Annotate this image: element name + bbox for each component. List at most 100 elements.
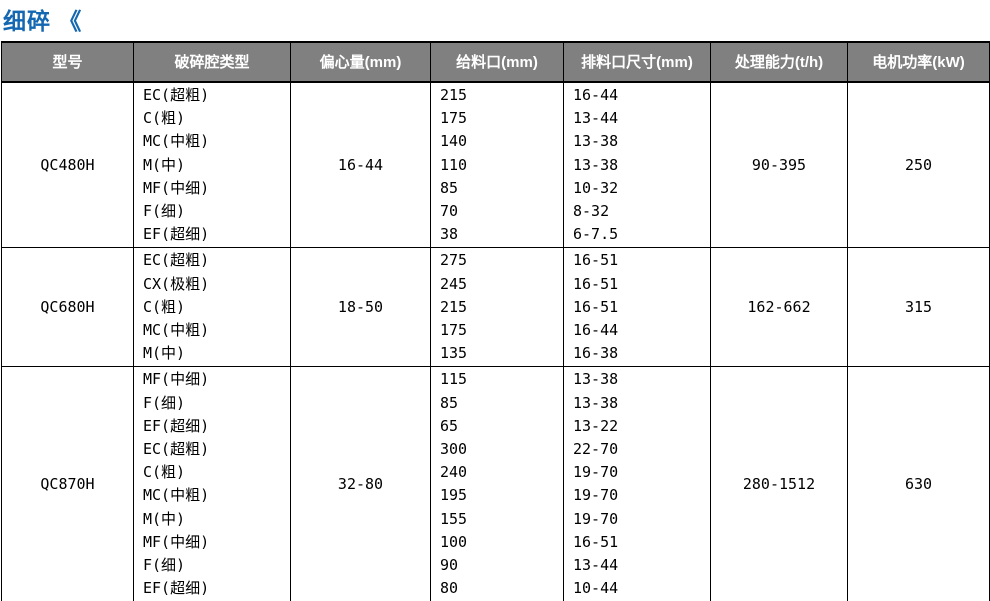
cell-line: C(粗) <box>143 109 186 128</box>
cell-line: MF(中细) <box>143 178 210 197</box>
discharge-size-cell: 16-44 13-44 13-38 13-38 10-32 8-32 6-7.5 <box>563 81 711 249</box>
cell-line: 175 <box>440 109 468 128</box>
cell-line: 16-51 <box>573 274 619 293</box>
motor-power-cell: 630 <box>847 366 990 601</box>
table-row: QC680H EC(超粗) CX(极粗) C(粗) MC(中粗) M(中) 18-50 … <box>1 247 990 368</box>
cell-line: 13-38 <box>573 155 619 174</box>
cell-line: 16-38 <box>573 344 619 363</box>
cell-line: EF(超细) <box>143 579 210 598</box>
cell-line: 13-38 <box>573 393 619 412</box>
cell-line: MC(中粗) <box>143 320 210 339</box>
table-row: QC870H MF(中细) F(细) EF(超细) EC(超粗) C(粗) MC(中粗) M… <box>1 366 990 601</box>
cell-line: 215 <box>440 85 468 104</box>
crusher-spec-table: 型号 破碎腔类型 偏心量(mm) 给料口(mm) 排料口尺寸(mm) 处理能力(… <box>1 40 990 601</box>
column-header-eccentricity: 偏心量(mm) <box>290 41 431 83</box>
discharge-size-cell: 16-51 16-51 16-51 16-44 16-38 <box>563 247 711 368</box>
cell-line: 100 <box>440 532 468 551</box>
capacity-cell: 90-395 <box>710 81 848 249</box>
capacity-cell: 280-1512 <box>710 366 848 601</box>
cell-line: MC(中粗) <box>143 132 210 151</box>
cell-line: 16-44 <box>573 320 619 339</box>
cell-line: 19-70 <box>573 463 619 482</box>
page-title: 细碎 《 <box>3 8 83 34</box>
chamber-types-cell: MF(中细) F(细) EF(超细) EC(超粗) C(粗) MC(中粗) M(中) MF(中… <box>133 366 291 601</box>
cell-line: 65 <box>440 416 459 435</box>
cell-line: 155 <box>440 509 468 528</box>
cell-line: 19-70 <box>573 509 619 528</box>
cell-line: F(细) <box>143 555 186 574</box>
cell-line: 6-7.5 <box>573 225 619 244</box>
cell-line: 10-32 <box>573 178 619 197</box>
cell-line: 245 <box>440 274 468 293</box>
eccentricity-cell: 32-80 <box>290 366 431 601</box>
cell-line: 115 <box>440 370 468 389</box>
cell-line: 175 <box>440 320 468 339</box>
cell-line: C(粗) <box>143 297 186 316</box>
cell-line: 16-51 <box>573 532 619 551</box>
cell-line: 140 <box>440 132 468 151</box>
cell-line: EC(超粗) <box>143 439 210 458</box>
cell-line: 13-38 <box>573 132 619 151</box>
cell-line: 16-51 <box>573 297 619 316</box>
cell-line: F(细) <box>143 201 186 220</box>
cell-line: 8-32 <box>573 201 610 220</box>
column-header-feed-opening: 给料口(mm) <box>430 41 564 83</box>
column-header-motor-power: 电机功率(kW) <box>847 41 990 83</box>
cell-line: EF(超细) <box>143 416 210 435</box>
cell-line: EC(超粗) <box>143 85 210 104</box>
cell-line: EC(超粗) <box>143 251 210 270</box>
cell-line: 215 <box>440 297 468 316</box>
cell-line: 13-38 <box>573 370 619 389</box>
eccentricity-cell: 16-44 <box>290 81 431 249</box>
column-header-chamber-type: 破碎腔类型 <box>133 41 291 83</box>
cell-line: M(中) <box>143 155 186 174</box>
column-header-model: 型号 <box>1 41 134 83</box>
feed-opening-cell: 215 175 140 110 85 70 38 <box>430 81 564 249</box>
cell-line: 13-22 <box>573 416 619 435</box>
motor-power-cell: 315 <box>847 247 990 368</box>
feed-opening-cell: 275 245 215 175 135 <box>430 247 564 368</box>
cell-line: 19-70 <box>573 486 619 505</box>
model-cell: QC870H <box>1 366 134 601</box>
cell-line: 10-44 <box>573 579 619 598</box>
cell-line: EF(超细) <box>143 225 210 244</box>
column-header-discharge-size: 排料口尺寸(mm) <box>563 41 711 83</box>
feed-opening-cell: 115 85 65 300 240 195 155 100 90 80 <box>430 366 564 601</box>
cell-line: 16-44 <box>573 85 619 104</box>
cell-line: 13-44 <box>573 109 619 128</box>
table-row: QC480H EC(超粗) C(粗) MC(中粗) M(中) MF(中细) F(细) EF(… <box>1 81 990 249</box>
cell-line: 22-70 <box>573 439 619 458</box>
column-header-capacity: 处理能力(t/h) <box>710 41 848 83</box>
cell-line: 300 <box>440 439 468 458</box>
cell-line: MF(中细) <box>143 370 210 389</box>
cell-line: M(中) <box>143 509 186 528</box>
cell-line: 195 <box>440 486 468 505</box>
table-header-row: 型号 破碎腔类型 偏心量(mm) 给料口(mm) 排料口尺寸(mm) 处理能力(… <box>1 41 990 83</box>
cell-line: 38 <box>440 225 459 244</box>
cell-line: 135 <box>440 344 468 363</box>
cell-line: MC(中粗) <box>143 486 210 505</box>
cell-line: CX(极粗) <box>143 274 210 293</box>
cell-line: 80 <box>440 579 459 598</box>
cell-line: C(粗) <box>143 463 186 482</box>
cell-line: 16-51 <box>573 251 619 270</box>
cell-line: MF(中细) <box>143 532 210 551</box>
motor-power-cell: 250 <box>847 81 990 249</box>
cell-line: 90 <box>440 555 459 574</box>
cell-line: 13-44 <box>573 555 619 574</box>
capacity-cell: 162-662 <box>710 247 848 368</box>
model-cell: QC480H <box>1 81 134 249</box>
eccentricity-cell: 18-50 <box>290 247 431 368</box>
discharge-size-cell: 13-38 13-38 13-22 22-70 19-70 19-70 19-70 16-51… <box>563 366 711 601</box>
chamber-types-cell: EC(超粗) CX(极粗) C(粗) MC(中粗) M(中) <box>133 247 291 368</box>
cell-line: M(中) <box>143 344 186 363</box>
cell-line: 85 <box>440 393 459 412</box>
cell-line: 70 <box>440 201 459 220</box>
cell-line: F(细) <box>143 393 186 412</box>
chamber-types-cell: EC(超粗) C(粗) MC(中粗) M(中) MF(中细) F(细) EF(超细) <box>133 81 291 249</box>
cell-line: 85 <box>440 178 459 197</box>
cell-line: 110 <box>440 155 468 174</box>
cell-line: 240 <box>440 463 468 482</box>
cell-line: 275 <box>440 251 468 270</box>
